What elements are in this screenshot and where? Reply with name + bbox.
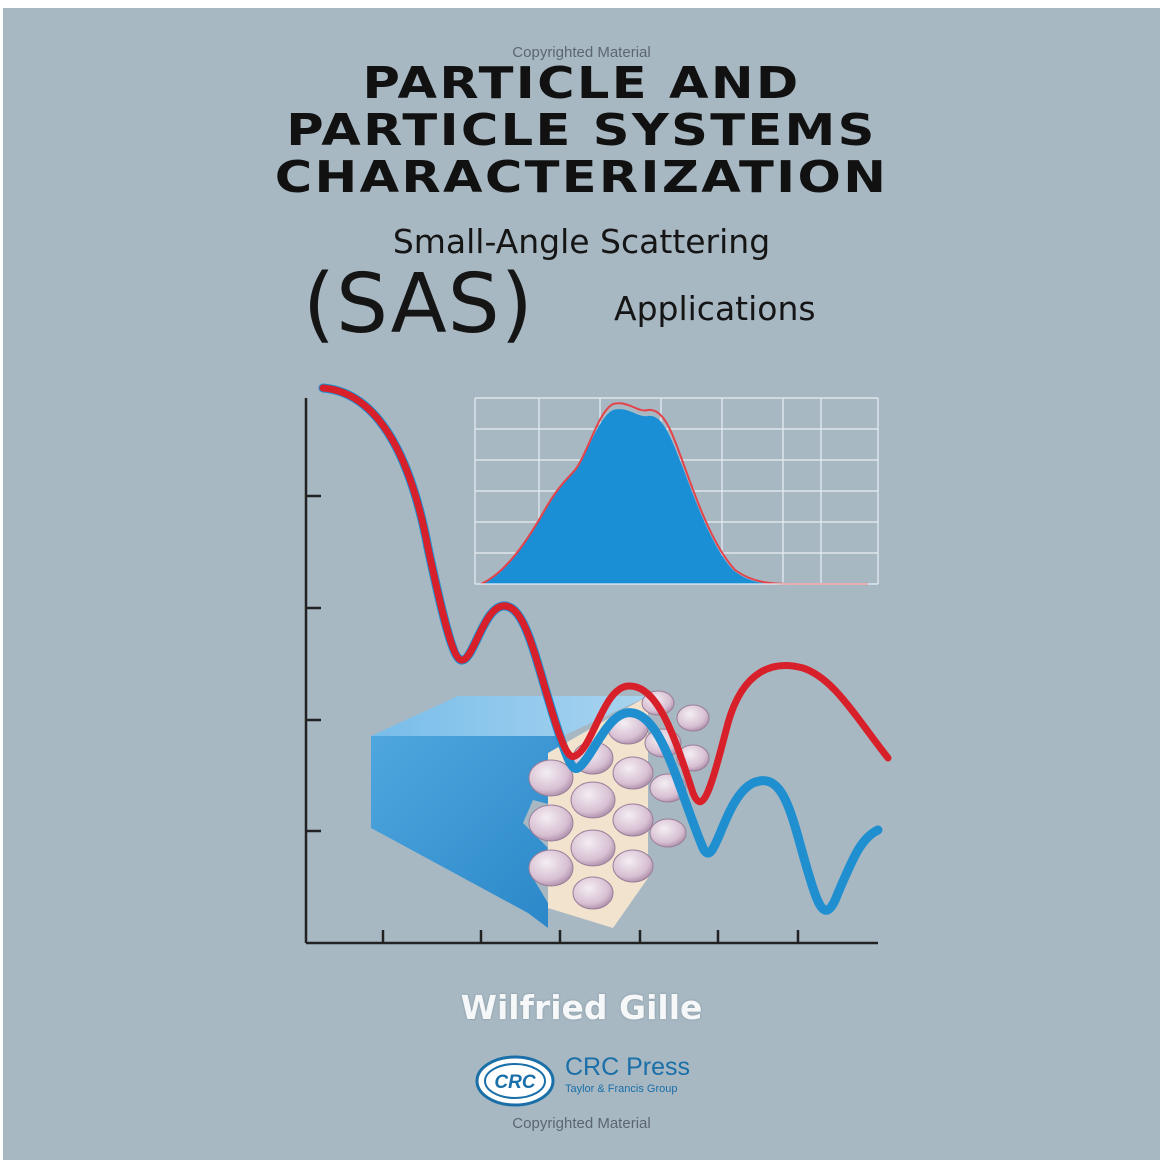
- watermark-bottom: Copyrighted Material: [512, 1115, 651, 1132]
- main-axes: [304, 398, 878, 945]
- subtitle-applications: Applications: [614, 289, 816, 328]
- publisher-block: CRC CRC Press Taylor & Francis Group: [473, 1053, 773, 1113]
- publisher-name: CRC Press: [565, 1053, 691, 1081]
- red-scattering-curve: [319, 384, 892, 806]
- title-line-1: PARTICLE AND: [362, 58, 801, 109]
- inset-chart: [474, 397, 879, 585]
- subtitle: Small-Angle Scattering: [392, 222, 771, 261]
- crc-logo-text: CRC: [494, 1072, 535, 1093]
- publisher-group: Taylor & Francis Group: [565, 1083, 678, 1095]
- inset-distribution-fill: [481, 409, 778, 584]
- book-title: PARTICLE AND PARTICLE SYSTEMS CHARACTERI…: [3, 60, 1160, 201]
- book-cover: Copyrighted Material PARTICLE AND PARTIC…: [3, 8, 1160, 1160]
- watermark-top: Copyrighted Material: [512, 44, 651, 61]
- title-line-2: PARTICLE SYSTEMS: [286, 105, 877, 156]
- sas-label: (SAS): [303, 257, 534, 352]
- title-line-3: CHARACTERIZATION: [274, 152, 889, 203]
- inset-fit-curve: [480, 402, 868, 585]
- author-name: Wilfried Gille: [460, 988, 703, 1027]
- crc-logo-icon: CRC: [475, 1055, 555, 1107]
- cover-illustration: [304, 383, 892, 945]
- particle-box: [371, 690, 710, 928]
